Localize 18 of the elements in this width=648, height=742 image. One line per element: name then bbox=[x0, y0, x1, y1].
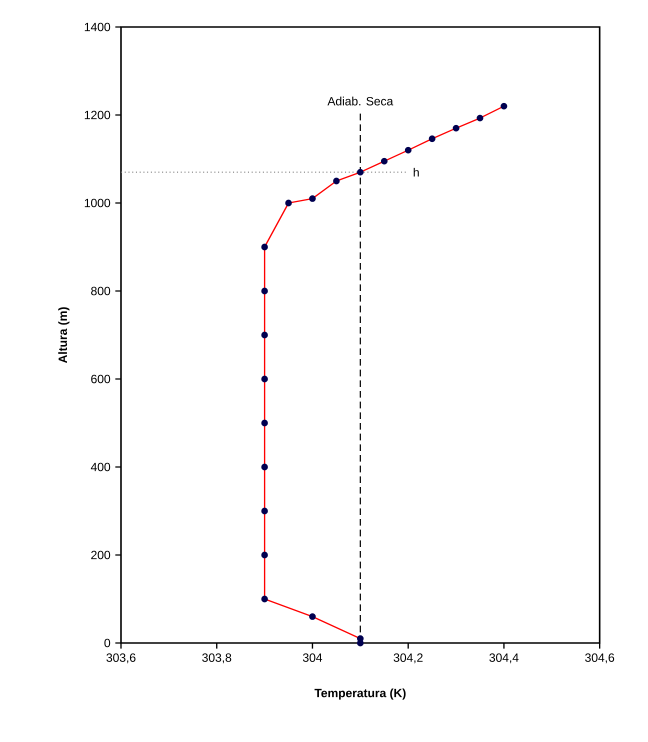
x-axis-title: Temperatura (K) bbox=[314, 688, 406, 700]
y-tick-label: 200 bbox=[91, 550, 110, 560]
x-tick-label: 303,8 bbox=[202, 653, 232, 664]
x-tick-label: 304,2 bbox=[394, 653, 423, 664]
y-tick-label: 1400 bbox=[84, 22, 110, 32]
ref-line-label: Adiab. Seca bbox=[327, 96, 394, 106]
y-tick-label: 1000 bbox=[84, 198, 110, 208]
y-tick-label: 1200 bbox=[84, 110, 110, 120]
y-axis-title: Altura (m) bbox=[58, 307, 70, 364]
x-tick-label: 303,6 bbox=[106, 653, 136, 664]
x-tick-label: 304,4 bbox=[489, 653, 519, 664]
y-tick-label: 400 bbox=[90, 462, 110, 472]
ref-line-label: h bbox=[414, 168, 419, 177]
x-tick-label: 304 bbox=[302, 653, 322, 662]
y-tick-label: 800 bbox=[91, 286, 110, 296]
y-tick-label: 0 bbox=[104, 638, 110, 648]
x-tick-label: 304,6 bbox=[585, 653, 614, 664]
y-tick-label: 600 bbox=[91, 374, 110, 384]
